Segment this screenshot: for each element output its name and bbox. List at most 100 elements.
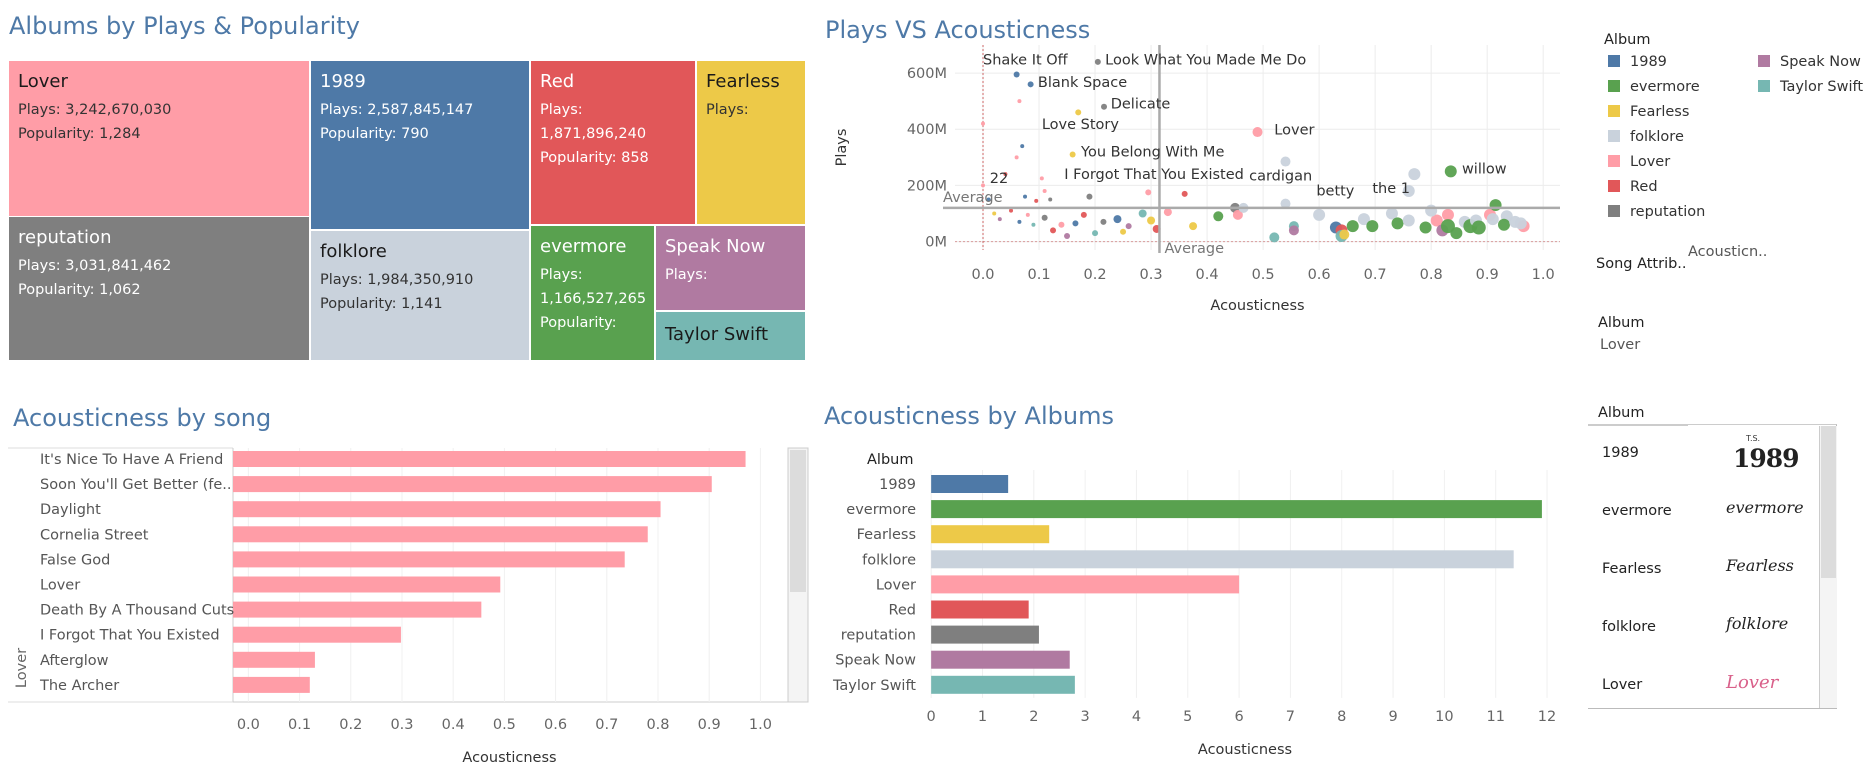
scatter-point-label: Lover	[1274, 122, 1314, 138]
treemap-cell-red[interactable]: Red Plays: 1,871,896,240 Popularity: 858	[531, 61, 695, 224]
album-x-tick-label: 6	[1234, 709, 1243, 725]
treemap-cell-fearless[interactable]: Fearless Plays:	[697, 61, 805, 224]
scatter-point	[1020, 144, 1025, 149]
scatter-y-tick-label: 200M	[907, 178, 947, 194]
song-bar	[233, 676, 310, 693]
legend-item[interactable]: Fearless	[1608, 104, 1689, 120]
album-list-row[interactable]: Lover Lover	[1588, 658, 1818, 708]
scatter-point	[1450, 227, 1463, 240]
treemap-cell-popularity: Popularity: 790	[320, 126, 429, 142]
scatter-point	[1181, 190, 1188, 197]
album-logo-image: Fearless	[1726, 556, 1794, 575]
album-list-row[interactable]: Fearless Fearless	[1588, 542, 1818, 600]
legend-label: Taylor Swift	[1780, 79, 1864, 95]
album-logo-image: Lover	[1726, 672, 1779, 693]
scatter-point	[1025, 212, 1030, 217]
legend-item[interactable]: 1989	[1608, 54, 1667, 70]
song-group-label: Lover	[14, 648, 30, 688]
album-bar	[931, 525, 1050, 544]
treemap-cell-plays: Plays: 2,587,845,147	[320, 102, 474, 118]
treemap-cell-speak-now[interactable]: Speak Now Plays:	[656, 226, 805, 310]
album-list-row[interactable]: evermore evermore	[1588, 484, 1818, 542]
album-filter-label: Album	[1598, 315, 1645, 331]
scatter-point-label: Delicate	[1111, 96, 1171, 112]
treemap-cell-reputation[interactable]: reputation Plays: 3,031,841,462 Populari…	[9, 217, 309, 360]
album-filter-value[interactable]: Lover	[1600, 337, 1641, 353]
treemap-cell-plays: Plays: 3,242,670,030	[18, 102, 172, 118]
treemap-cell-taylor-swift[interactable]: Taylor Swift	[656, 312, 805, 360]
treemap-cell-lover[interactable]: Lover Plays: 3,242,670,030 Popularity: 1…	[9, 61, 309, 216]
scatter-point	[1213, 211, 1224, 222]
album-list-row[interactable]: 1989 T.S. 1989	[1588, 426, 1818, 484]
album-chart-title: Acousticness by Albums	[824, 402, 1114, 430]
treemap: Lover Plays: 3,242,670,030 Popularity: 1…	[9, 61, 805, 360]
album-list-header-rule	[1588, 425, 1688, 426]
album-list-row-label: folklore	[1602, 619, 1656, 635]
legend-item[interactable]: Speak Now	[1758, 54, 1861, 70]
song-x-tick-label: 0.5	[493, 717, 516, 733]
scatter-point	[1017, 219, 1022, 224]
treemap-cell-name: 1989	[320, 71, 366, 92]
scatter-point-label: Shake It Off	[983, 53, 1069, 69]
scatter-point-label: the 1	[1372, 181, 1410, 197]
scatter-point	[1138, 209, 1147, 218]
legend-item[interactable]: evermore	[1608, 79, 1700, 95]
album-category-label: evermore	[846, 502, 916, 518]
scatter-point	[1039, 176, 1044, 181]
legend-item[interactable]: Lover	[1608, 154, 1670, 170]
scatter-x-axis-title: Acousticness	[1210, 298, 1304, 314]
scatter-point	[1514, 217, 1527, 230]
album-category-label: folklore	[862, 552, 916, 568]
scatter-chart: 0.0 0.1 0.2 0.3 0.4 0.5 0.6 0.7 0.8 0.9 1.0 0M 200M 4…	[834, 45, 1560, 314]
scatter-point	[1402, 214, 1415, 227]
song-category-label: Cornelia Street	[40, 527, 149, 543]
album-list-scrollbar[interactable]	[1819, 426, 1837, 708]
song-attrib-label: Song Attrib..	[1596, 256, 1687, 272]
album-list-row-label: Lover	[1602, 677, 1643, 693]
legend-item[interactable]: Red	[1608, 179, 1658, 195]
song-x-tick-label: 0.6	[544, 717, 567, 733]
legend-item[interactable]: Taylor Swift	[1758, 79, 1863, 95]
treemap-cell-name: Taylor Swift	[665, 324, 769, 345]
treemap-cell-plays-value: 1,871,896,240	[540, 126, 647, 142]
scatter-point-label: 22	[990, 171, 1008, 187]
scatter-point	[1346, 220, 1359, 233]
treemap-cell-evermore[interactable]: evermore Plays: 1,166,527,265 Popularity…	[531, 226, 654, 360]
legend-item[interactable]: reputation	[1608, 204, 1705, 220]
scatter-x-tick-label: 0.8	[1420, 267, 1443, 283]
album-list-row[interactable]: folklore folklore	[1588, 600, 1818, 658]
album-bar	[931, 475, 1009, 493]
scatter-point	[1189, 222, 1198, 231]
scatter-point	[1444, 165, 1457, 178]
scatter-average-label-y: Average	[943, 190, 1003, 206]
scatter-point	[1252, 127, 1263, 138]
scatter-point	[1430, 214, 1443, 227]
treemap-cell-folklore[interactable]: folklore Plays: 1,984,350,910 Popularity…	[311, 231, 529, 360]
legend-swatch	[1608, 130, 1620, 142]
legend-item[interactable]: folklore	[1608, 129, 1684, 145]
album-category-label: Speak Now	[835, 653, 916, 669]
scatter-point	[1050, 227, 1057, 234]
scatter-point	[1391, 217, 1404, 230]
song-bar	[233, 476, 712, 493]
scatter-point-label: Blank Space	[1038, 75, 1127, 91]
treemap-cell-name: reputation	[18, 227, 112, 248]
scatter-point	[1120, 228, 1127, 235]
treemap-cell-popularity: Popularity: 1,284	[18, 126, 141, 142]
album-x-axis-title: Acousticness	[1198, 742, 1292, 758]
legend-title: Album	[1604, 32, 1651, 48]
scatter-point	[1034, 198, 1039, 203]
scatter-x-tick-label: 0.6	[1308, 267, 1331, 283]
treemap-cell-1989[interactable]: 1989 Plays: 2,587,845,147 Popularity: 79…	[311, 61, 529, 229]
treemap-cell-plays: Plays: 1,984,350,910	[320, 272, 474, 288]
scatter-point	[981, 183, 986, 188]
scatter-x-tick-label: 0.2	[1084, 267, 1107, 283]
scatter-point	[1339, 229, 1350, 240]
song-x-tick-label: 0.7	[595, 717, 618, 733]
song-attrib-value[interactable]: Acousticn..	[1688, 244, 1768, 260]
album-bar	[931, 675, 1075, 694]
scatter-point	[1441, 208, 1454, 221]
album-list-scroll-thumb[interactable]	[1821, 426, 1836, 578]
scatter-point	[1009, 208, 1014, 213]
scatter-point	[1048, 197, 1053, 202]
